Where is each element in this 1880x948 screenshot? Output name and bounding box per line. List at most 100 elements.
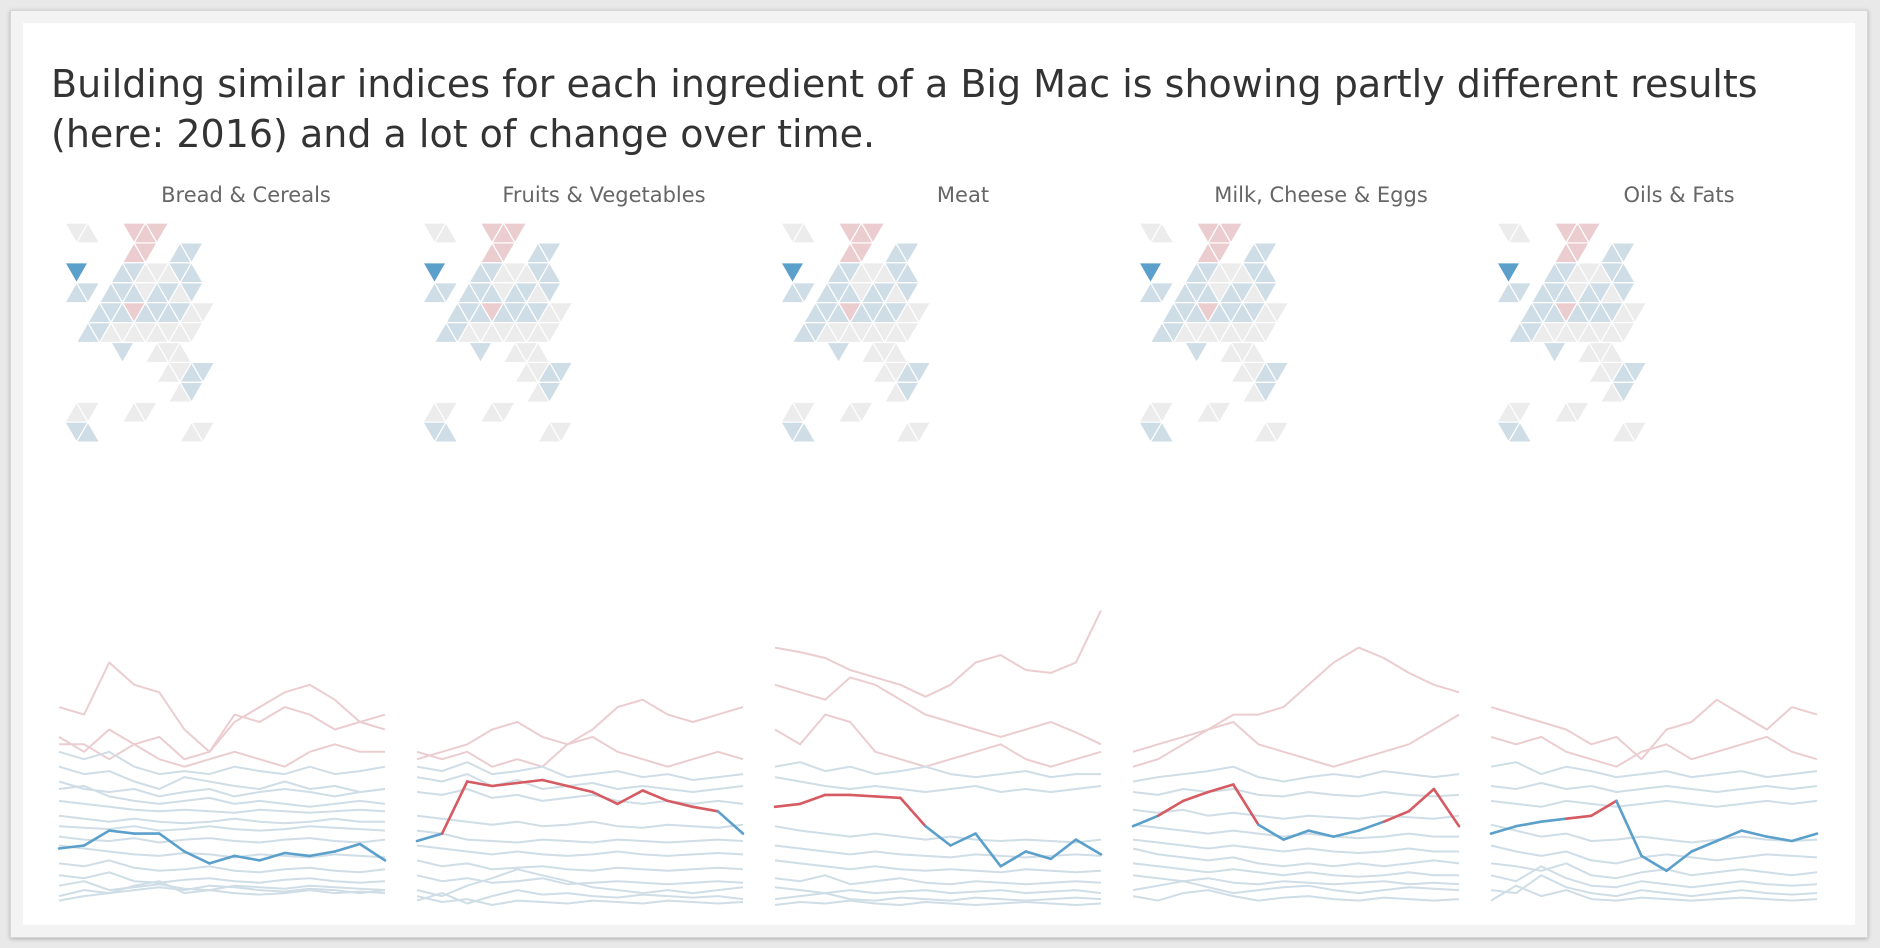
series-line[interactable]: [1490, 761, 1818, 779]
map-tile[interactable]: [1252, 282, 1279, 304]
map-tile[interactable]: [1264, 361, 1290, 384]
series-line[interactable]: [416, 889, 744, 905]
series-line[interactable]: [416, 698, 744, 761]
highlight-series-segment[interactable]: [465, 780, 494, 788]
highlight-series-segment[interactable]: [616, 789, 645, 806]
highlight-series-segment[interactable]: [107, 829, 136, 835]
map-tile[interactable]: [906, 361, 932, 384]
highlight-series-segment[interactable]: [848, 793, 877, 798]
map-tile[interactable]: [1576, 222, 1602, 245]
highlight-series-segment[interactable]: [183, 850, 211, 865]
map-tile[interactable]: [1610, 282, 1637, 304]
series-line[interactable]: [1490, 823, 1818, 844]
map-tile[interactable]: [1495, 262, 1522, 284]
highlight-series-segment[interactable]: [515, 778, 544, 785]
highlight-series-segment[interactable]: [1740, 829, 1769, 838]
map-tile[interactable]: [132, 401, 159, 424]
series-line[interactable]: [58, 835, 386, 844]
highlight-series-segment[interactable]: [1049, 838, 1078, 861]
map-tile[interactable]: [906, 421, 932, 444]
series-line[interactable]: [416, 788, 744, 805]
series-line[interactable]: [1490, 735, 1818, 768]
highlight-series-segment[interactable]: [566, 784, 594, 794]
map-tile[interactable]: [1622, 361, 1648, 384]
series-line[interactable]: [58, 765, 386, 793]
map-tile[interactable]: [1264, 421, 1290, 444]
highlight-series-segment[interactable]: [691, 805, 720, 813]
series-line[interactable]: [774, 859, 1102, 874]
map-tile[interactable]: [75, 401, 101, 424]
series-line[interactable]: [1490, 782, 1818, 793]
map-tile[interactable]: [502, 262, 528, 284]
series-line[interactable]: [1132, 808, 1460, 820]
map-tile[interactable]: [791, 221, 817, 244]
map-tile[interactable]: [144, 262, 170, 284]
map-tile[interactable]: [75, 221, 101, 244]
highlight-series-segment[interactable]: [1131, 814, 1160, 828]
map-tile[interactable]: [791, 282, 817, 304]
highlight-series-segment[interactable]: [1282, 829, 1310, 841]
highlight-series-segment[interactable]: [1024, 850, 1053, 861]
map-tile[interactable]: [433, 221, 459, 244]
series-line[interactable]: [416, 874, 744, 886]
series-line[interactable]: [774, 676, 1102, 746]
highlight-series-segment[interactable]: [1232, 783, 1260, 827]
highlight-series-segment[interactable]: [258, 851, 287, 862]
map-tile[interactable]: [536, 381, 563, 404]
map-tile[interactable]: [1149, 401, 1175, 424]
map-tile[interactable]: [536, 282, 563, 304]
series-line[interactable]: [416, 844, 744, 857]
map-tile[interactable]: [467, 341, 494, 364]
series-line[interactable]: [416, 859, 744, 872]
series-line[interactable]: [1132, 646, 1460, 753]
highlight-series-segment[interactable]: [1640, 854, 1668, 873]
map-tile[interactable]: [75, 282, 101, 304]
highlight-series-segment[interactable]: [440, 780, 469, 835]
highlight-series-segment[interactable]: [1206, 783, 1235, 794]
highlight-series-segment[interactable]: [308, 850, 337, 858]
map-tile[interactable]: [178, 242, 205, 265]
map-tile[interactable]: [536, 242, 563, 265]
map-tile[interactable]: [548, 302, 574, 324]
map-tile[interactable]: [109, 341, 136, 364]
map-tile[interactable]: [860, 262, 886, 284]
series-line[interactable]: [774, 776, 1102, 793]
map-tile[interactable]: [548, 361, 574, 384]
map-tile[interactable]: [502, 222, 528, 245]
map-tile[interactable]: [1218, 222, 1244, 245]
series-line[interactable]: [58, 661, 386, 753]
series-line[interactable]: [1132, 838, 1459, 854]
series-line[interactable]: [1132, 847, 1460, 868]
highlight-series-segment[interactable]: [1690, 839, 1718, 853]
series-line[interactable]: [1490, 698, 1818, 761]
map-tile[interactable]: [906, 302, 932, 324]
highlight-series-segment[interactable]: [1307, 829, 1335, 838]
highlight-series-segment[interactable]: [1615, 799, 1643, 858]
series-line[interactable]: [58, 785, 386, 808]
series-line[interactable]: [416, 829, 744, 844]
series-line[interactable]: [1490, 884, 1818, 902]
series-line[interactable]: [774, 825, 1102, 844]
highlight-series-segment[interactable]: [999, 850, 1028, 868]
series-line[interactable]: [774, 761, 1101, 779]
series-line[interactable]: [416, 761, 744, 781]
map-tile[interactable]: [1576, 262, 1602, 284]
series-line[interactable]: [1132, 862, 1459, 878]
highlight-series-segment[interactable]: [899, 796, 927, 828]
map-tile[interactable]: [1610, 242, 1637, 265]
highlight-series-segment[interactable]: [208, 854, 236, 865]
series-line[interactable]: [1490, 799, 1818, 808]
highlight-series-segment[interactable]: [1332, 829, 1360, 838]
highlight-series-segment[interactable]: [873, 795, 902, 800]
map-tile[interactable]: [433, 401, 459, 424]
highlight-series-segment[interactable]: [1539, 817, 1568, 824]
highlight-series-segment[interactable]: [1156, 799, 1185, 818]
highlight-series-segment[interactable]: [1790, 832, 1819, 843]
series-line[interactable]: [1490, 862, 1818, 880]
map-tile[interactable]: [791, 420, 817, 443]
map-tile[interactable]: [190, 302, 216, 324]
series-line[interactable]: [58, 825, 386, 832]
series-line[interactable]: [1490, 844, 1818, 865]
map-tile[interactable]: [1252, 321, 1279, 344]
map-tile[interactable]: [1507, 420, 1533, 443]
